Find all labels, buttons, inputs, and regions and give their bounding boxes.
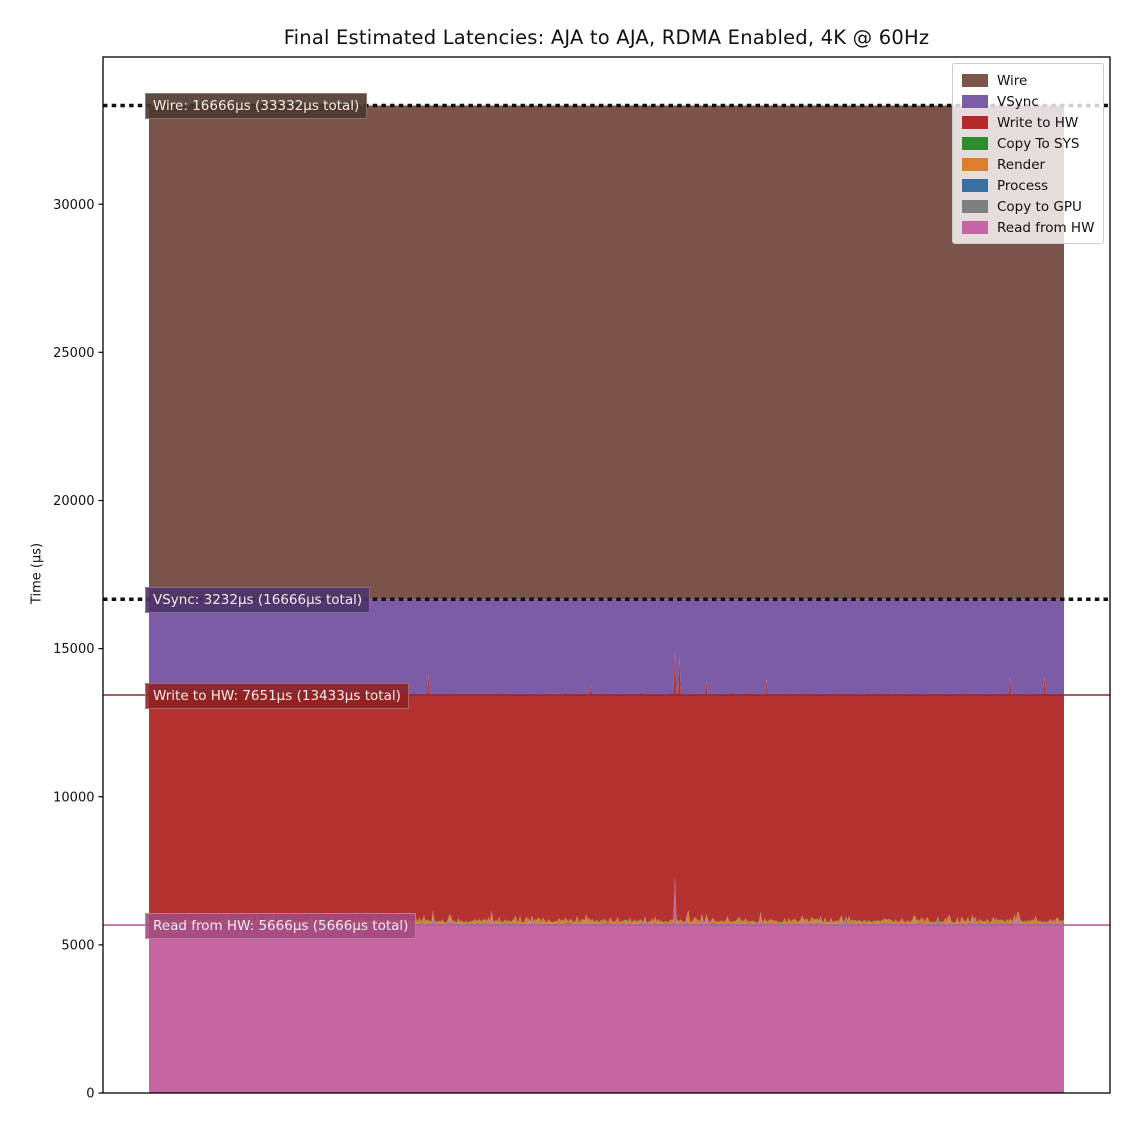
annotation-read-from-hw: Read from HW: 5666µs (5666µs total) [145,913,417,939]
legend-item-wire: Wire [962,70,1094,91]
legend-item-vsync: VSync [962,91,1094,112]
annotation-write-to-hw: Write to HW: 7651µs (13433µs total) [145,683,409,709]
area-wire [149,105,1064,600]
annotation-vsync: VSync: 3232µs (16666µs total) [145,587,371,613]
legend-label: Write to HW [997,114,1079,131]
annotation-wire: Wire: 16666µs (33332µs total) [145,93,368,119]
area-write-to-hw [149,651,1064,923]
y-tick-label: 30000 [53,198,94,213]
legend: Wire VSync Write to HW Copy To SYS Render Pro… [952,63,1104,244]
legend-swatch-icon [962,179,988,192]
legend-label: Render [997,156,1046,173]
legend-swatch-icon [962,158,988,171]
y-axis-label: Time (µs) [29,542,45,605]
legend-swatch-icon [962,95,988,108]
legend-item-process: Process [962,175,1094,196]
legend-item-read-from-hw: Read from HW [962,217,1094,238]
legend-swatch-icon [962,74,988,87]
y-tick-label: 5000 [61,939,94,954]
y-tick-label: 0 [86,1087,94,1102]
y-tick-label: 20000 [53,494,94,509]
legend-item-render: Render [962,154,1094,175]
legend-swatch-icon [962,116,988,129]
legend-item-write-to-hw: Write to HW [962,112,1094,133]
legend-item-copy-to-sys: Copy To SYS [962,133,1094,154]
axes-border [102,56,1111,1094]
legend-item-copy-to-gpu: Copy to GPU [962,196,1094,217]
legend-swatch-icon [962,221,988,234]
legend-label: Read from HW [997,219,1095,236]
y-tick-label: 15000 [53,642,94,657]
legend-label: Process [997,177,1049,194]
y-tick-label: 25000 [53,346,94,361]
legend-label: Wire [997,72,1028,89]
legend-label: Copy To SYS [997,135,1080,152]
legend-swatch-icon [962,137,988,150]
area-vsync [149,599,1064,695]
y-tick-label: 10000 [53,790,94,805]
legend-label: Copy to GPU [997,198,1082,215]
legend-label: VSync [997,93,1039,110]
legend-swatch-icon [962,200,988,213]
chart-title: Final Estimated Latencies: AJA to AJA, R… [283,26,930,49]
